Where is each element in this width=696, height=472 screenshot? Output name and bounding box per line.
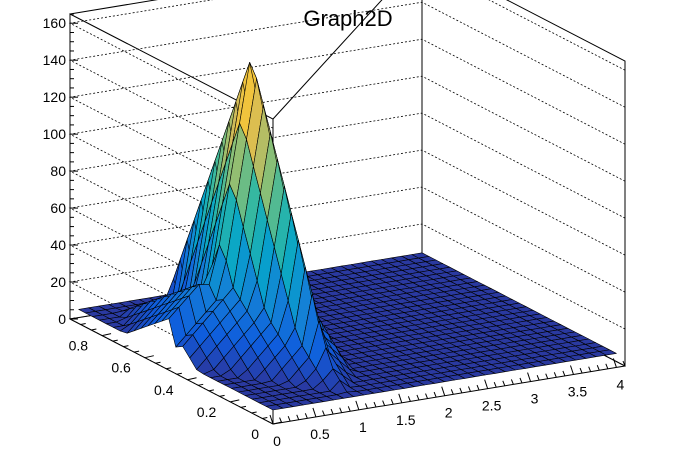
x-minor-tick	[287, 415, 291, 422]
x-minor-tick	[476, 384, 480, 391]
front-y-edge	[69, 318, 274, 425]
x-tick-label: 4	[617, 376, 625, 392]
x-major-tick	[398, 393, 403, 403]
x-minor-tick	[296, 414, 300, 420]
y-minor-tick	[208, 389, 214, 392]
z-axis: 0 20 40 60 80 100 120 140 160	[43, 13, 78, 327]
x-minor-tick	[545, 373, 549, 379]
x-major-tick	[484, 379, 489, 389]
front-frame	[69, 318, 626, 425]
x-minor-tick	[330, 408, 334, 415]
z-tick-label: 100	[43, 126, 67, 142]
y-tick-label: 0	[251, 426, 259, 442]
z-tick-label: 120	[43, 89, 67, 105]
y-major-tick	[230, 399, 240, 403]
x-major-tick	[355, 400, 360, 411]
y-major-tick	[272, 421, 283, 425]
y-minor-tick	[262, 416, 268, 419]
y-minor-tick	[198, 383, 204, 386]
x-major-tick	[441, 386, 446, 396]
y-minor-tick	[134, 350, 140, 353]
y-minor-tick	[155, 361, 161, 364]
surface	[78, 62, 617, 411]
y-tick-label: 0.4	[154, 382, 174, 398]
x-minor-tick	[382, 400, 386, 406]
x-tick-label: 2.5	[482, 398, 502, 414]
z-tick-label: 60	[50, 200, 66, 216]
x-minor-tick	[502, 380, 506, 386]
x-tick-label: 3.5	[568, 383, 588, 399]
x-minor-tick	[425, 393, 429, 399]
top-diagonal	[272, 0, 383, 120]
x-tick-label: 0	[273, 433, 281, 449]
y-major-tick	[187, 377, 197, 381]
x-minor-tick	[322, 410, 325, 416]
front-x-edge	[272, 365, 626, 425]
x-minor-tick	[373, 401, 377, 408]
x-axis: 0 0.5 1 1.5 2 2.5 3 3.5 4	[269, 358, 626, 449]
x-minor-tick	[588, 366, 592, 372]
x-minor-tick	[536, 374, 540, 381]
y-minor-tick	[112, 339, 118, 342]
x-major-tick	[269, 414, 274, 425]
y-minor-tick	[176, 372, 182, 375]
x-minor-tick	[339, 407, 343, 413]
x-minor-tick	[605, 363, 609, 370]
x-minor-tick	[467, 386, 471, 392]
x-minor-tick	[562, 370, 566, 377]
x-minor-tick	[459, 387, 463, 394]
y-minor-tick	[251, 411, 257, 414]
x-minor-tick	[347, 406, 351, 412]
z-tick-label: 20	[50, 274, 66, 290]
x-tick-label: 1.5	[396, 412, 416, 428]
x-minor-tick	[510, 379, 514, 385]
x-major-tick	[527, 372, 532, 382]
x-minor-tick	[596, 365, 600, 371]
x-tick-label: 2	[445, 405, 453, 421]
y-major-tick	[101, 333, 112, 337]
x-tick-label: 3	[531, 391, 539, 407]
x-major-tick	[612, 358, 617, 368]
z-tick-label: 0	[58, 311, 66, 327]
surface-facet	[599, 349, 617, 356]
y-minor-tick	[123, 345, 129, 348]
x-minor-tick	[622, 360, 626, 367]
y-tick-label: 0.8	[69, 338, 89, 354]
y-tick-label: 0.6	[111, 360, 131, 376]
z-tick-label: 160	[43, 15, 67, 31]
x-minor-tick	[407, 396, 411, 402]
x-minor-tick	[304, 413, 308, 419]
x-minor-tick	[450, 389, 454, 395]
x-minor-tick	[519, 377, 523, 384]
x-major-tick	[312, 407, 317, 418]
y-minor-tick	[219, 394, 225, 397]
x-tick-label: 0.5	[310, 426, 330, 442]
x-minor-tick	[364, 403, 368, 409]
y-minor-tick	[69, 317, 76, 320]
y-major-tick	[144, 355, 154, 359]
x-minor-tick	[433, 391, 437, 398]
z-tick-label: 140	[43, 52, 67, 68]
chart-title: Graph2D	[303, 6, 392, 31]
z-tick-label: 40	[50, 237, 66, 253]
x-minor-tick	[416, 394, 420, 401]
x-minor-tick	[390, 399, 394, 405]
x-tick-label: 1	[359, 419, 367, 435]
x-minor-tick	[279, 417, 283, 423]
y-tick-label: 0.2	[197, 404, 217, 420]
y-minor-tick	[91, 328, 97, 331]
z-tick-label: 80	[50, 163, 66, 179]
y-minor-tick	[166, 367, 172, 370]
x-minor-tick	[493, 382, 497, 388]
y-minor-tick	[240, 405, 247, 408]
x-minor-tick	[553, 372, 557, 378]
y-minor-tick	[80, 323, 86, 326]
y-axis: 0 0.2 0.4 0.6 0.8	[69, 317, 283, 442]
x-minor-tick	[579, 367, 583, 374]
x-major-tick	[570, 365, 574, 375]
